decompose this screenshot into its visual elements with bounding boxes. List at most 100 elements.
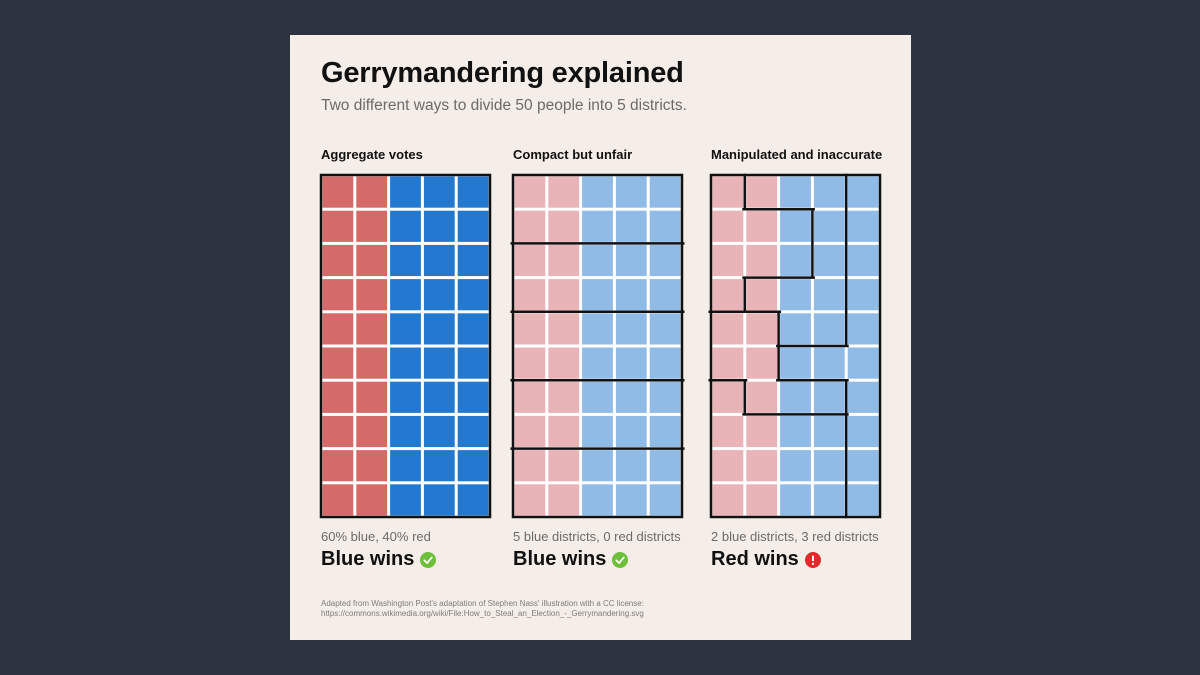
blue-voter-cell bbox=[615, 313, 647, 345]
red-voter-cell bbox=[356, 176, 388, 208]
blue-voter-cell bbox=[582, 415, 613, 448]
blue-voter-cell bbox=[582, 313, 613, 345]
blue-voter-cell bbox=[813, 347, 845, 379]
red-voter-cell bbox=[746, 244, 778, 277]
red-voter-cell bbox=[548, 450, 580, 482]
blue-voter-cell bbox=[423, 415, 455, 448]
blue-voter-cell bbox=[390, 210, 421, 242]
blue-voter-cell bbox=[780, 381, 811, 413]
blue-voter-cell bbox=[847, 450, 879, 482]
vote-grid bbox=[510, 173, 685, 519]
blue-voter-cell bbox=[813, 313, 845, 345]
panel-caption: 5 blue districts, 0 red districts bbox=[513, 529, 681, 544]
blue-voter-cell bbox=[615, 210, 647, 242]
blue-voter-cell bbox=[582, 450, 613, 482]
red-voter-cell bbox=[514, 347, 546, 379]
blue-voter-cell bbox=[390, 176, 421, 208]
district-boundary bbox=[708, 173, 849, 519]
vote-grid bbox=[319, 173, 492, 519]
result-label: Red wins bbox=[711, 548, 799, 570]
blue-voter-cell bbox=[615, 415, 647, 448]
blue-voter-cell bbox=[813, 381, 845, 413]
blue-voter-cell bbox=[390, 313, 421, 345]
blue-voter-cell bbox=[847, 176, 879, 208]
panel-aggregate-votes: Aggregate votes 60% blue, 40% red Blue w… bbox=[319, 35, 501, 640]
red-voter-cell bbox=[514, 176, 546, 208]
blue-voter-cell bbox=[457, 244, 489, 277]
red-voter-cell bbox=[356, 381, 388, 413]
blue-voter-cell bbox=[649, 381, 681, 413]
blue-voter-cell bbox=[390, 381, 421, 413]
blue-voter-cell bbox=[582, 279, 613, 311]
red-voter-cell bbox=[746, 313, 778, 345]
blue-voter-cell bbox=[390, 244, 421, 277]
red-voter-cell bbox=[548, 244, 580, 277]
red-voter-cell bbox=[712, 415, 744, 448]
blue-voter-cell bbox=[423, 381, 455, 413]
red-voter-cell bbox=[712, 210, 744, 242]
panel-result: Blue wins bbox=[321, 548, 437, 571]
check-icon bbox=[420, 551, 437, 568]
district-boundary bbox=[510, 242, 685, 450]
red-voter-cell bbox=[322, 347, 354, 379]
blue-voter-cell bbox=[457, 347, 489, 379]
blue-voter-cell bbox=[582, 381, 613, 413]
grid-outline bbox=[319, 173, 492, 519]
blue-voter-cell bbox=[780, 210, 811, 242]
blue-voter-cell bbox=[615, 244, 647, 277]
blue-voter-cell bbox=[457, 176, 489, 208]
red-voter-cell bbox=[322, 210, 354, 242]
blue-voter-cell bbox=[847, 415, 879, 448]
blue-voter-cell bbox=[582, 176, 613, 208]
red-voter-cell bbox=[746, 347, 778, 379]
result-label: Blue wins bbox=[321, 548, 415, 570]
blue-voter-cell bbox=[847, 210, 879, 242]
panel-title: Aggregate votes bbox=[321, 147, 423, 162]
blue-voter-cell bbox=[615, 450, 647, 482]
red-voter-cell bbox=[548, 415, 580, 448]
blue-voter-cell bbox=[649, 450, 681, 482]
blue-voter-cell bbox=[423, 210, 455, 242]
blue-voter-cell bbox=[813, 415, 845, 448]
red-voter-cell bbox=[356, 210, 388, 242]
blue-voter-cell bbox=[649, 279, 681, 311]
red-voter-cell bbox=[514, 450, 546, 482]
blue-voter-cell bbox=[457, 279, 489, 311]
red-voter-cell bbox=[356, 279, 388, 311]
blue-voter-cell bbox=[423, 176, 455, 208]
red-voter-cell bbox=[712, 279, 744, 311]
red-voter-cell bbox=[322, 279, 354, 311]
check-icon bbox=[612, 551, 629, 568]
panel-caption: 60% blue, 40% red bbox=[321, 529, 431, 544]
blue-voter-cell bbox=[649, 484, 681, 516]
red-voter-cell bbox=[322, 450, 354, 482]
blue-voter-cell bbox=[813, 279, 845, 311]
red-voter-cell bbox=[548, 210, 580, 242]
blue-voter-cell bbox=[390, 484, 421, 516]
red-voter-cell bbox=[356, 450, 388, 482]
blue-voter-cell bbox=[423, 347, 455, 379]
blue-voter-cell bbox=[813, 450, 845, 482]
blue-voter-cell bbox=[457, 450, 489, 482]
blue-voter-cell bbox=[813, 244, 845, 277]
red-voter-cell bbox=[746, 381, 778, 413]
attribution-line: Adapted from Washington Post's adaptatio… bbox=[321, 599, 644, 608]
red-voter-cell bbox=[322, 244, 354, 277]
attribution-url: https://commons.wikimedia.org/wiki/File:… bbox=[321, 609, 644, 618]
red-voter-cell bbox=[356, 415, 388, 448]
blue-voter-cell bbox=[813, 210, 845, 242]
blue-voter-cell bbox=[780, 176, 811, 208]
grid-outline bbox=[511, 173, 684, 519]
red-voter-cell bbox=[746, 176, 778, 208]
blue-voter-cell bbox=[780, 450, 811, 482]
panel-caption: 2 blue districts, 3 red districts bbox=[711, 529, 879, 544]
blue-voter-cell bbox=[615, 176, 647, 208]
red-voter-cell bbox=[712, 176, 744, 208]
blue-voter-cell bbox=[780, 415, 811, 448]
blue-voter-cell bbox=[649, 176, 681, 208]
blue-voter-cell bbox=[582, 244, 613, 277]
blue-voter-cell bbox=[457, 484, 489, 516]
red-voter-cell bbox=[712, 484, 744, 516]
red-voter-cell bbox=[712, 450, 744, 482]
attribution: Adapted from Washington Post's adaptatio… bbox=[321, 599, 644, 619]
